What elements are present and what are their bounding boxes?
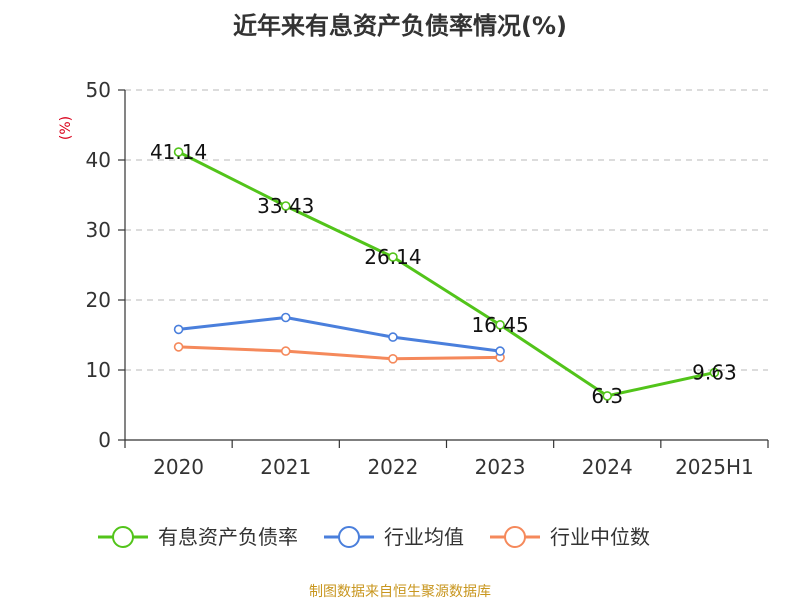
data-point	[388, 353, 398, 364]
data-point	[280, 346, 291, 356]
data-point	[280, 201, 291, 211]
series-layer: 41.14 33.43 26.14 16.45 6.3 9.63	[150, 140, 737, 408]
y-tick-label: 40	[86, 148, 111, 172]
x-tick-label: 2020	[153, 455, 204, 479]
legend: 有息资产负债率 行业均值 行业中位数	[98, 525, 650, 549]
data-point	[495, 320, 505, 330]
y-tick-label: 10	[86, 358, 111, 382]
series-group: 41.14 33.43 26.14 16.45 6.3 9.63	[150, 140, 737, 408]
data-point	[709, 367, 720, 378]
series-line	[178, 316, 501, 353]
data-label: 33.43	[257, 194, 314, 218]
y-tick-label: 30	[86, 218, 111, 242]
series-line	[177, 150, 715, 398]
data-label: 9.63	[692, 361, 737, 385]
legend-label: 行业中位数	[550, 525, 650, 549]
legend-marker	[112, 526, 134, 548]
y-tick-label: 20	[86, 288, 111, 312]
data-label: 26.14	[364, 245, 421, 269]
legend-marker	[338, 526, 360, 548]
data-point	[602, 391, 613, 401]
y-tick-label: 0	[98, 428, 111, 452]
data-point	[173, 324, 184, 335]
data-point	[173, 342, 184, 352]
data-label: 41.14	[150, 140, 207, 164]
data-label: 16.45	[471, 313, 528, 337]
data-label: 6.3	[591, 384, 623, 408]
x-tick-label: 2022	[367, 455, 418, 479]
legend-label: 行业均值	[384, 525, 464, 549]
series-group	[173, 312, 505, 356]
chart-title: 近年来有息资产负债率情况(%)	[233, 12, 567, 40]
data-point	[388, 252, 398, 262]
y-axis-unit: (%)	[58, 116, 74, 140]
x-tick-label: 2025H1	[675, 455, 754, 479]
legend-item: 有息资产负债率	[98, 525, 298, 549]
x-tick-label: 2023	[475, 455, 526, 479]
x-tick-label: 2024	[582, 455, 633, 479]
data-point	[495, 346, 505, 356]
axes: 0 10 20 30 40 50 2020 2021 2022 2023 2024 2025H1	[86, 78, 769, 479]
source-note: 制图数据来自恒生聚源数据库	[309, 584, 491, 600]
x-tick-label: 2021	[260, 455, 311, 479]
legend-marker	[504, 526, 526, 548]
legend-label: 有息资产负债率	[158, 525, 298, 549]
data-point	[388, 332, 398, 342]
legend-item: 行业中位数	[490, 525, 650, 549]
grid-lines	[125, 89, 768, 371]
data-point	[280, 312, 291, 323]
series-line	[178, 345, 501, 361]
data-point	[173, 147, 184, 157]
y-tick-label: 50	[86, 78, 111, 102]
series-group	[173, 342, 505, 364]
legend-item: 行业均值	[324, 525, 464, 549]
